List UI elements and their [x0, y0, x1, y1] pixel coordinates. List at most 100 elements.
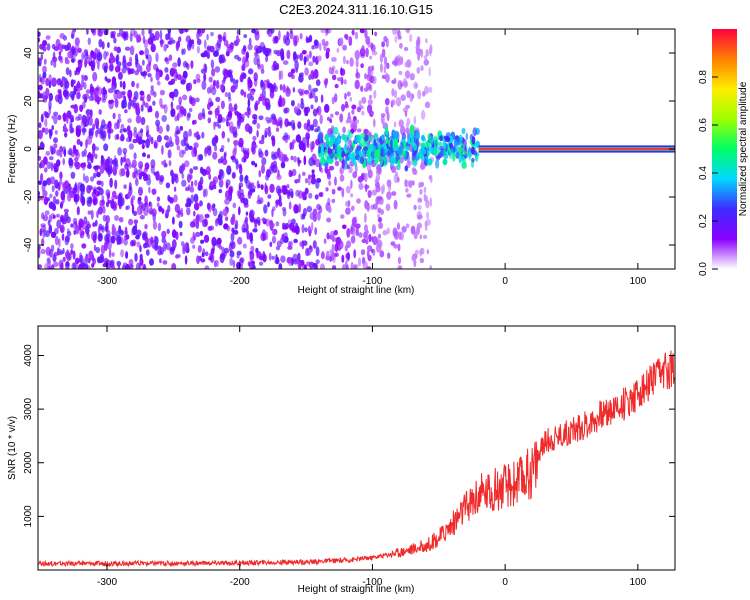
heatmap-cell [111, 252, 115, 257]
heatmap-cell [146, 154, 151, 159]
heatmap-cell [39, 228, 43, 237]
heatmap-cell [247, 191, 252, 199]
heatmap-cell [341, 187, 345, 198]
heatmap-cell [234, 79, 238, 90]
heatmap-cell [90, 86, 95, 93]
heatmap-cell [265, 174, 270, 181]
heatmap-cell [114, 65, 121, 73]
heatmap-cell [38, 129, 43, 140]
heatmap-cell [114, 195, 119, 200]
heatmap-cell [66, 110, 72, 118]
heatmap-cell [82, 116, 86, 125]
heatmap-cell [229, 126, 234, 134]
heatmap-cell [419, 189, 423, 195]
y-tick-label: 2000 [23, 451, 34, 474]
heatmap-cell [110, 34, 116, 39]
heatmap-cell [287, 245, 293, 250]
heatmap-cell [374, 151, 379, 157]
heatmap-cell [139, 50, 144, 56]
heatmap-cell [94, 146, 100, 151]
heatmap-cell [116, 90, 123, 100]
heatmap-cell [336, 143, 341, 151]
heatmap-cell [413, 143, 417, 151]
heatmap-cell [150, 76, 153, 83]
heatmap-cell [94, 47, 99, 55]
heatmap-cell [355, 223, 361, 229]
heatmap-cell [252, 228, 258, 233]
heatmap-cell [264, 185, 269, 195]
heatmap-cell [105, 201, 110, 208]
snr-x-axis-label: Height of straight line (km) [298, 584, 415, 595]
heatmap-cell [107, 192, 111, 199]
heatmap-cell [140, 116, 146, 126]
heatmap-cell [135, 177, 139, 187]
heatmap-cell [424, 225, 428, 231]
heatmap-cell [414, 249, 420, 255]
heatmap-cell [384, 155, 387, 163]
heatmap-cell [429, 197, 433, 208]
heatmap-cell [42, 143, 45, 149]
heatmap-cell [205, 166, 211, 175]
heatmap-cell [318, 145, 321, 154]
heatmap-cell [308, 180, 311, 186]
heatmap-cell [144, 47, 150, 57]
heatmap-cell [311, 173, 316, 179]
heatmap-cell [57, 248, 63, 256]
heatmap-cell [45, 150, 51, 156]
heatmap-cell [41, 238, 45, 247]
heatmap-cell [354, 79, 360, 90]
heatmap-cell [41, 127, 46, 133]
spectrogram-y-axis-label: Frequency (Hz) [7, 115, 18, 184]
heatmap-cell [138, 140, 144, 145]
heatmap-cell [184, 255, 188, 265]
heatmap-cell [288, 259, 292, 267]
heatmap-cell [308, 61, 314, 67]
heatmap-cell [360, 85, 364, 92]
heatmap-cell [207, 110, 213, 115]
heatmap-cell [169, 37, 174, 42]
heatmap-cell [453, 138, 458, 148]
heatmap-cell [216, 237, 222, 245]
heatmap-cell [228, 45, 234, 53]
heatmap-cell [198, 214, 204, 223]
heatmap-cell [64, 211, 69, 222]
heatmap-cell [374, 133, 379, 139]
heatmap-cell [146, 129, 150, 135]
heatmap-cell [97, 128, 102, 135]
heatmap-cell [128, 143, 134, 150]
heatmap-cell [412, 169, 418, 175]
heatmap-cell [292, 87, 296, 93]
heatmap-cell [367, 190, 372, 198]
heatmap-cell [364, 148, 368, 154]
heatmap-cell [249, 254, 253, 264]
heatmap-cell [40, 113, 44, 123]
heatmap-cell [45, 246, 51, 256]
heatmap-cell [304, 177, 309, 184]
heatmap-cell [178, 149, 185, 158]
heatmap-cell [410, 136, 415, 147]
heatmap-cell [59, 151, 63, 158]
heatmap-cell [261, 229, 267, 239]
heatmap-cell [225, 118, 229, 127]
heatmap-cell [301, 171, 306, 177]
heatmap-cell [98, 226, 104, 231]
heatmap-cell [145, 174, 149, 181]
heatmap-cell [308, 192, 313, 199]
heatmap-cell [48, 156, 54, 161]
heatmap-cell [360, 137, 366, 147]
heatmap-cell [163, 43, 167, 52]
heatmap-cell [144, 195, 148, 206]
heatmap-cell [77, 186, 80, 194]
heatmap-cell [77, 113, 82, 121]
heatmap-cell [390, 241, 396, 247]
heatmap-cell [304, 67, 309, 76]
heatmap-cell [400, 94, 406, 101]
heatmap-cell [81, 127, 87, 133]
heatmap-cell [269, 241, 273, 248]
heatmap-cell [70, 223, 74, 228]
heatmap-cell [90, 49, 94, 58]
heatmap-cell [250, 245, 255, 253]
heatmap-cell [187, 145, 193, 150]
heatmap-cell [425, 49, 429, 57]
heatmap-cell [87, 233, 90, 240]
